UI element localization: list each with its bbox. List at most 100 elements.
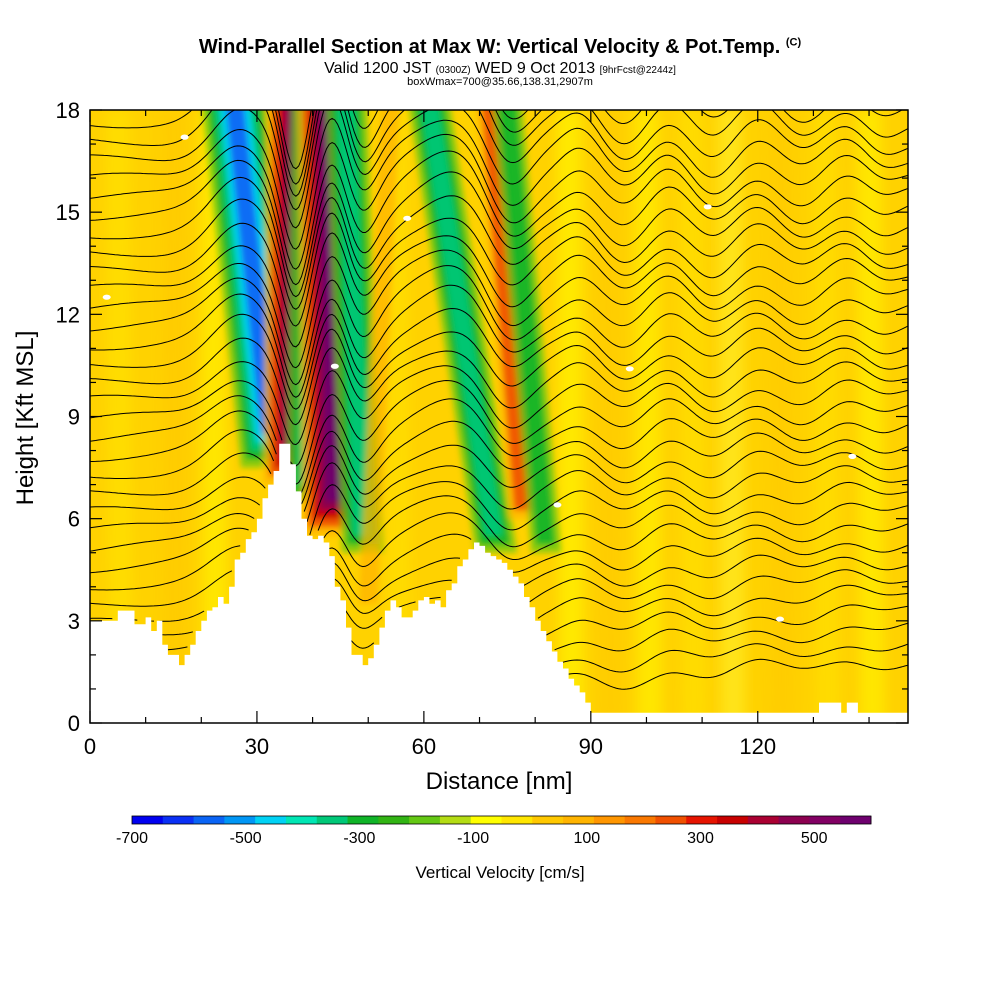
contour-label-marker (330, 363, 339, 369)
theta-contour (90, 150, 908, 286)
x-tick-label: 60 (412, 734, 436, 759)
chart-title: Wind-Parallel Section at Max W: Vertical… (0, 36, 1000, 59)
downdraft-band (336, 110, 372, 536)
y-tick-label: 15 (56, 200, 80, 225)
colorbar-swatch (501, 816, 533, 824)
colorbar-tick-label: -300 (343, 830, 375, 847)
colorbar-swatch (747, 816, 780, 824)
theta-contour (90, 328, 908, 426)
theta-contour (90, 212, 908, 327)
field-streak (767, 110, 796, 723)
updraft-band (359, 110, 400, 604)
field-streak (105, 110, 134, 723)
field-streak (856, 110, 885, 723)
theta-contour (90, 462, 908, 523)
colorbar-swatch (778, 816, 810, 824)
theta-contour (90, 512, 908, 574)
contour-label-marker (553, 502, 562, 508)
downdraft-band (421, 110, 503, 536)
field-streak (634, 110, 663, 723)
subtitle-utc: (0300Z) (435, 65, 471, 76)
colorbar-swatch (162, 816, 194, 824)
velocity-bands (202, 110, 562, 604)
theta-contour (90, 495, 908, 552)
theta-contour (90, 249, 908, 369)
contour-label-marker (403, 215, 412, 221)
theta-contour (560, 643, 908, 673)
colorbar-swatch (686, 816, 718, 824)
y-tick-label: 6 (68, 507, 80, 532)
terrain (90, 443, 908, 723)
contour-label-marker (848, 453, 857, 460)
colorbar-frame (131, 815, 872, 825)
y-tick-label: 9 (68, 405, 80, 430)
colorbar-swatch (193, 816, 225, 824)
y-tick-label: 18 (56, 98, 80, 123)
theta-contour (90, 398, 908, 497)
contour-label-marker (703, 204, 712, 210)
x-tick-labels: 0 30 60 90 120 (84, 734, 776, 759)
colorbar-swatch (347, 816, 379, 824)
theta-contour (90, 379, 908, 485)
colorbar-swatch (563, 816, 595, 824)
theta-contour (568, 658, 908, 690)
potential-temperature-contours (90, 110, 908, 690)
colorbar-swatch (224, 816, 256, 824)
colorbar-swatch (409, 816, 441, 824)
colorbar-tick-label: 300 (687, 830, 714, 847)
colorbar-tick-label: 100 (573, 830, 600, 847)
theta-contour (90, 117, 908, 250)
theta-contour (162, 584, 908, 636)
y-tick-label: 3 (68, 609, 80, 634)
field-streak (556, 110, 585, 723)
theta-contour (90, 265, 908, 386)
theta-contour (90, 133, 908, 270)
downdraft-band (498, 110, 555, 545)
field-streak (595, 110, 624, 723)
colorbar-swatch (840, 816, 872, 824)
theta-contour (167, 604, 908, 651)
copyright-mark: (C) (785, 36, 802, 49)
colorbar-swatch (316, 816, 348, 824)
chart-title-main: Wind-Parallel Section at Max W: Vertical… (198, 36, 781, 58)
x-axis-title: Distance [nm] (426, 768, 573, 795)
theta-contour (90, 284, 908, 398)
colorbar-swatch (593, 816, 626, 824)
axis-ticks (89, 109, 908, 724)
colorbar-tick-label: -700 (116, 830, 148, 847)
colorbar-swatch (532, 816, 564, 824)
theta-contour (90, 171, 908, 298)
contour-label-marker (776, 616, 785, 622)
field-streak (678, 110, 707, 723)
chart-subtitle: Valid 1200 JST (0300Z) WED 9 Oct 2013 [9… (0, 60, 1000, 78)
theta-contour (90, 307, 908, 410)
theta-contour (90, 365, 908, 467)
contour-label-marker (102, 294, 111, 300)
y-tick-label: 12 (56, 302, 80, 327)
theta-contour (90, 110, 903, 185)
theta-contour (90, 533, 908, 591)
colorbar-swatch (439, 816, 472, 824)
x-tick-label: 90 (579, 734, 603, 759)
contour-label-marker (180, 134, 189, 140)
theta-contour (90, 110, 908, 197)
colorbar-tick-label: 500 (801, 830, 828, 847)
colorbar-swatch (809, 816, 841, 824)
y-tick-labels: 0 3 6 9 12 15 18 (56, 98, 80, 736)
theta-contour (90, 554, 908, 607)
field-streak (717, 110, 746, 723)
colorbar-swatch (255, 816, 287, 824)
colorbar-swatch (624, 816, 656, 824)
theta-contour (90, 481, 908, 535)
colorbar-swatch (655, 816, 687, 824)
colorbar-tick-label: -100 (457, 830, 489, 847)
chart-box-wmax: boxWmax=700@35.66,138.31,2907m (407, 76, 593, 88)
colorbar-title: Vertical Velocity [cm/s] (415, 863, 585, 882)
theta-contour (90, 444, 908, 512)
colorbar-tick-label: -500 (230, 830, 262, 847)
theta-contour (90, 110, 908, 211)
x-tick-label: 0 (84, 734, 96, 759)
plot-area (90, 110, 908, 723)
colorbar-swatch (285, 816, 318, 824)
